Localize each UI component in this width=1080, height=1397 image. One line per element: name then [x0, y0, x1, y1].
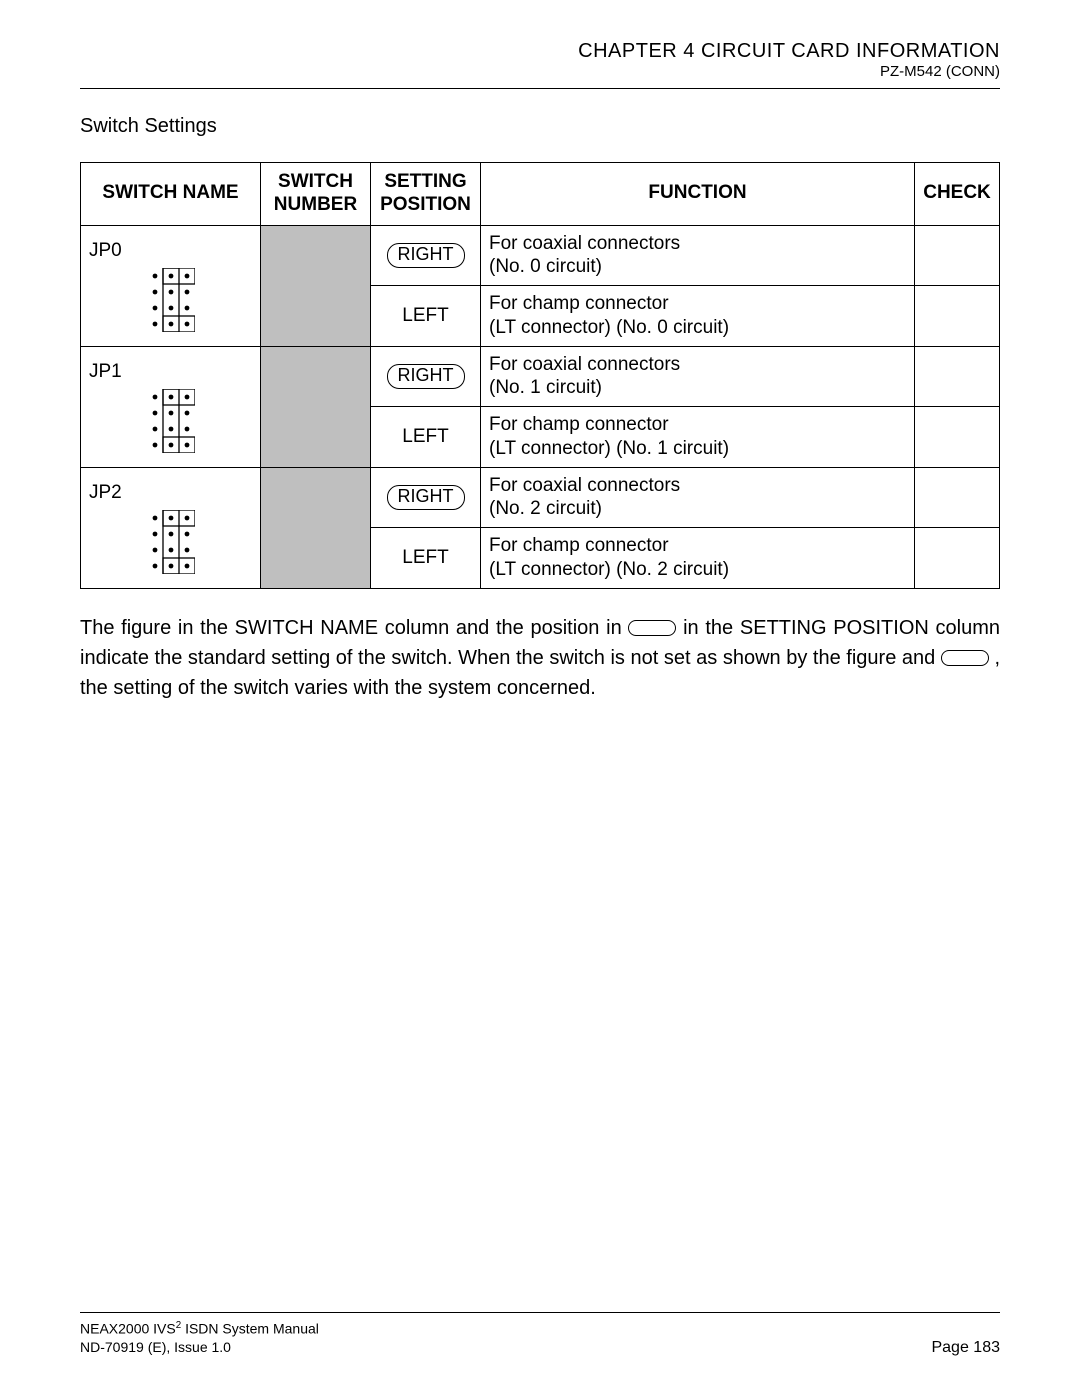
footer-page: Page 183: [931, 1339, 1000, 1357]
col-switch-number: SWITCH NUMBER: [261, 163, 371, 226]
footer-manual-b: ISDN System Manual: [181, 1320, 319, 1336]
col-setting-position: SETTING POSITION: [371, 163, 481, 226]
function-line1: For coaxial connectors: [489, 353, 906, 377]
footer-left: NEAX2000 IVS2 ISDN System Manual ND-7091…: [80, 1319, 319, 1357]
switch-settings-table: SWITCH NAME SWITCH NUMBER SETTING POSITI…: [80, 162, 1000, 589]
col-check: CHECK: [915, 163, 1000, 226]
col-switch-number-l2: NUMBER: [274, 194, 357, 215]
setting-position-pill: RIGHT: [387, 364, 465, 389]
switch-name-cell: JP2: [81, 467, 261, 588]
switch-number-cell: [261, 467, 371, 588]
function-line2: (LT connector) (No. 0 circuit): [489, 316, 906, 340]
check-cell: [915, 528, 1000, 589]
col-function: FUNCTION: [481, 163, 915, 226]
switch-name-label: JP1: [89, 361, 252, 383]
check-cell: [915, 407, 1000, 468]
setting-position-cell: LEFT: [371, 528, 481, 589]
function-cell: For coaxial connectors(No. 0 circuit): [481, 225, 915, 286]
page-header: CHAPTER 4 CIRCUIT CARD INFORMATION PZ-M5…: [80, 40, 1000, 80]
check-cell: [915, 286, 1000, 347]
function-line1: For champ connector: [489, 413, 906, 437]
function-cell: For coaxial connectors(No. 2 circuit): [481, 467, 915, 528]
col-switch-name: SWITCH NAME: [81, 163, 261, 226]
col-setting-pos-l1: SETTING: [384, 171, 466, 192]
table-row: JP1 RIGHT For coaxial connectors(No. 1 cir…: [81, 346, 1000, 407]
jumper-icon: [147, 510, 195, 574]
setting-position-cell: RIGHT: [371, 225, 481, 286]
setting-position-cell: LEFT: [371, 407, 481, 468]
jumper-icon: [147, 389, 195, 453]
setting-position-text: LEFT: [402, 305, 448, 326]
chapter-title: CHAPTER 4 CIRCUIT CARD INFORMATION: [80, 40, 1000, 63]
function-line2: (No. 0 circuit): [489, 255, 906, 279]
function-line2: (LT connector) (No. 1 circuit): [489, 437, 906, 461]
function-line1: For champ connector: [489, 534, 906, 558]
switch-name-label: JP2: [89, 482, 252, 504]
function-cell: For champ connector(LT connector) (No. 2…: [481, 528, 915, 589]
setting-position-text: LEFT: [402, 547, 448, 568]
table-row: JP2 RIGHT For coaxial connectors(No. 2 cir…: [81, 467, 1000, 528]
function-cell: For champ connector(LT connector) (No. 0…: [481, 286, 915, 347]
jumper-diagram: [89, 510, 252, 574]
note-part-a: The figure in the SWITCH NAME column and…: [80, 617, 628, 639]
setting-position-pill: RIGHT: [387, 243, 465, 268]
col-switch-number-l1: SWITCH: [278, 171, 353, 192]
footer-manual-a: NEAX2000 IVS: [80, 1320, 176, 1336]
function-line2: (LT connector) (No. 2 circuit): [489, 558, 906, 582]
footer-rule: [80, 1312, 1000, 1313]
header-subhead: PZ-M542 (CONN): [80, 63, 1000, 80]
footer-issue: ND-70919 (E), Issue 1.0: [80, 1339, 231, 1355]
setting-position-cell: LEFT: [371, 286, 481, 347]
pill-icon: [941, 650, 989, 666]
jumper-icon: [147, 268, 195, 332]
setting-position-pill: RIGHT: [387, 485, 465, 510]
jumper-diagram: [89, 389, 252, 453]
setting-position-text: LEFT: [402, 426, 448, 447]
note-paragraph: The figure in the SWITCH NAME column and…: [80, 613, 1000, 703]
check-cell: [915, 467, 1000, 528]
switch-number-cell: [261, 346, 371, 467]
function-line2: (No. 2 circuit): [489, 497, 906, 521]
setting-position-cell: RIGHT: [371, 467, 481, 528]
switch-name-cell: JP0: [81, 225, 261, 346]
section-title: Switch Settings: [80, 115, 1000, 138]
jumper-diagram: [89, 268, 252, 332]
pill-icon: [628, 620, 676, 636]
function-line1: For champ connector: [489, 292, 906, 316]
table-row: JP0 RIGHT For coaxial connectors(No. 0 cir…: [81, 225, 1000, 286]
function-line1: For coaxial connectors: [489, 232, 906, 256]
setting-position-cell: RIGHT: [371, 346, 481, 407]
switch-number-cell: [261, 225, 371, 346]
switch-name-cell: JP1: [81, 346, 261, 467]
page-footer: NEAX2000 IVS2 ISDN System Manual ND-7091…: [80, 1312, 1000, 1357]
function-line2: (No. 1 circuit): [489, 376, 906, 400]
check-cell: [915, 225, 1000, 286]
check-cell: [915, 346, 1000, 407]
header-rule: [80, 88, 1000, 89]
col-setting-pos-l2: POSITION: [380, 194, 471, 215]
function-line1: For coaxial connectors: [489, 474, 906, 498]
switch-name-label: JP0: [89, 240, 252, 262]
function-cell: For coaxial connectors(No. 1 circuit): [481, 346, 915, 407]
function-cell: For champ connector(LT connector) (No. 1…: [481, 407, 915, 468]
